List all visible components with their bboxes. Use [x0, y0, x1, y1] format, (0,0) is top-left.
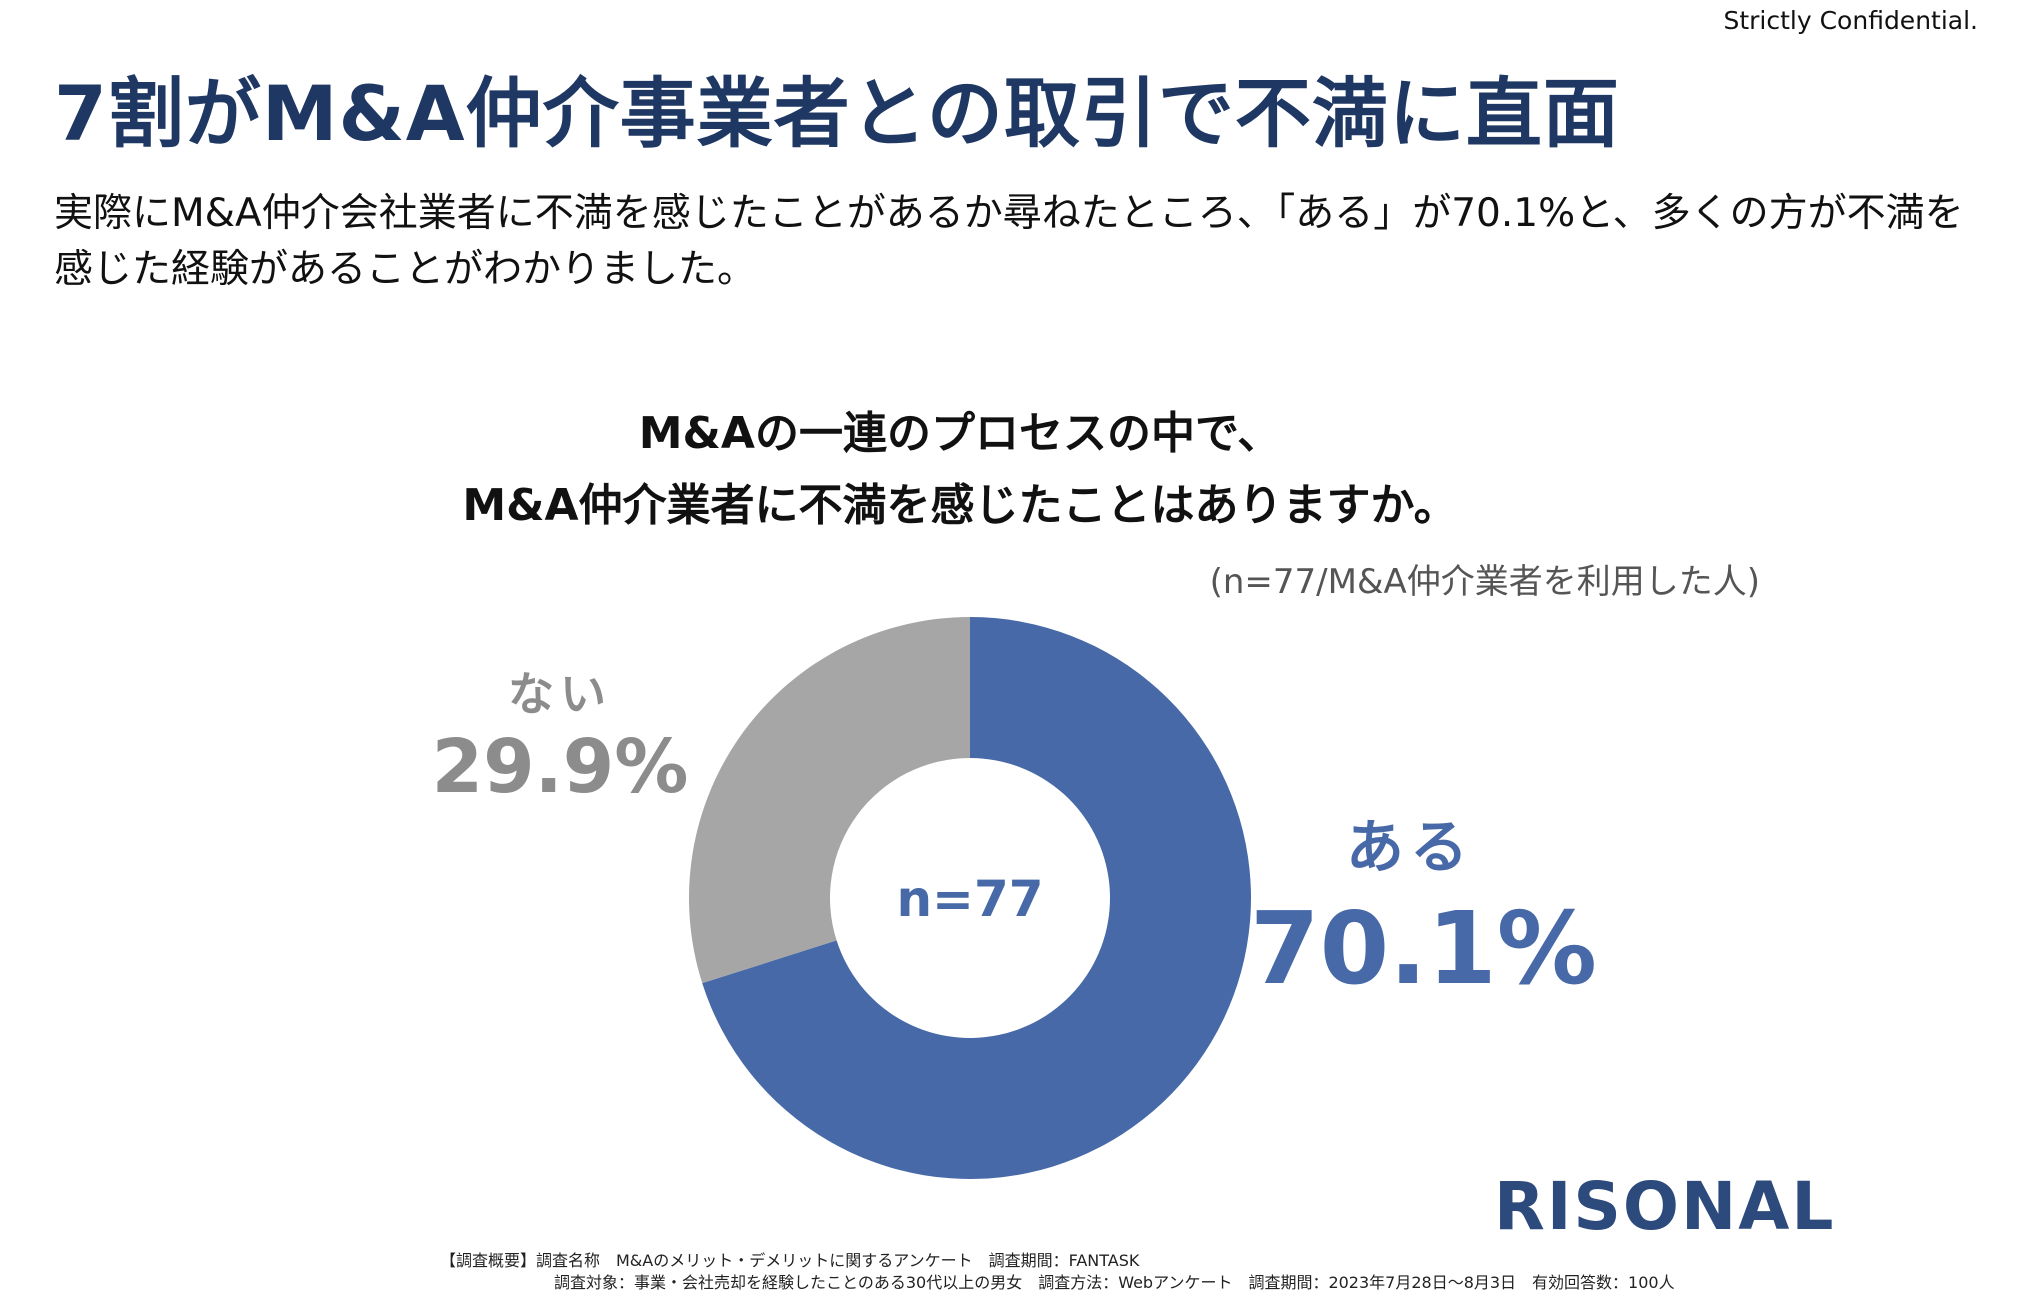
footer-line2: 調査対象：事業・会社売却を経験したことのある30代以上の男女 調査方法：Webア…: [554, 1273, 1675, 1292]
slice-label-no: ない: [508, 667, 612, 721]
chart-title: M&Aの一連のプロセスの中で、 M&A仲介業者に不満を感じたことはありますか。: [300, 398, 1620, 542]
chart-title-line2: M&A仲介業者に不満を感じたことはありますか。: [462, 480, 1458, 531]
slice-label-yes: ある: [1345, 813, 1474, 881]
confidential-label: Strictly Confidential.: [1723, 6, 1978, 35]
slice-value-yes: 70.1%: [1250, 890, 1597, 1007]
slice-value-no: 29.9%: [431, 724, 689, 810]
footer-line1: 【調査概要】調査名称 M&Aのメリット・デメリットに関するアンケート 調査期間：…: [440, 1251, 1140, 1270]
donut-slice-no: [689, 617, 970, 984]
risonal-logo: RISONAL: [1494, 1168, 1836, 1245]
donut-slice-yes: [702, 617, 1252, 1179]
donut-center-label: n=77: [896, 870, 1044, 928]
survey-footer: 【調査概要】調査名称 M&Aのメリット・デメリットに関するアンケート 調査期間：…: [440, 1250, 2000, 1294]
chart-title-line1: M&Aの一連のプロセスの中で、: [638, 408, 1282, 459]
slide-title: 7割がM&A仲介事業者との取引で不満に直面: [54, 69, 1620, 158]
chart-note: (n=77/M&A仲介業者を利用した人): [1209, 562, 1760, 602]
lead-text: 実際にM&A仲介会社業者に不満を感じたことがあるか尋ねたところ、「ある」が70.…: [54, 191, 1964, 292]
